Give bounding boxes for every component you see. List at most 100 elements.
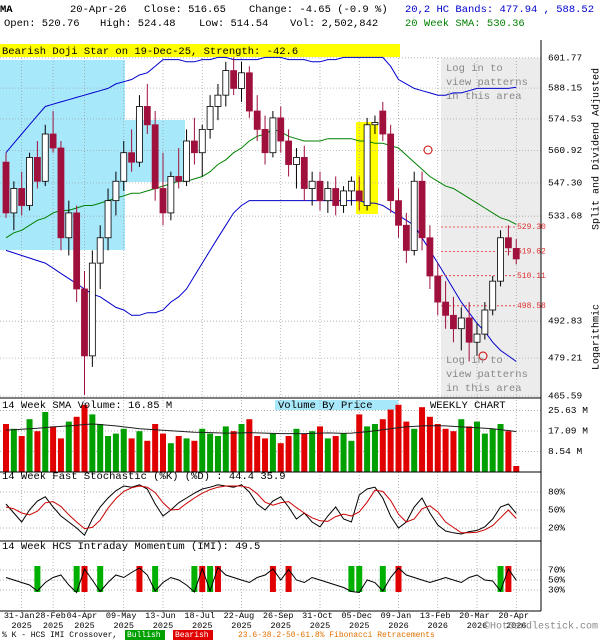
volume-bar xyxy=(356,414,363,472)
volume-bar xyxy=(42,412,49,472)
candle-body xyxy=(190,140,198,154)
volume-bar xyxy=(246,419,253,472)
symbol: MA xyxy=(0,4,13,16)
candle-body xyxy=(293,157,300,165)
volume-bar xyxy=(277,443,284,472)
candle-body xyxy=(112,180,120,202)
candle-body xyxy=(457,317,465,330)
volume-bar xyxy=(254,436,261,472)
candle-body xyxy=(347,180,355,192)
volume-bar xyxy=(120,428,127,472)
y-tick-label: 20% xyxy=(548,523,565,534)
pattern-banner xyxy=(0,44,400,57)
volume-bar xyxy=(144,440,151,472)
fib-label: 498.58 xyxy=(517,302,546,311)
x-tick-label: 09-Jan 2026 xyxy=(381,611,417,631)
y-tick-label: 80% xyxy=(548,487,565,498)
candle-body xyxy=(57,147,65,239)
candle-body xyxy=(167,176,175,214)
candle-body xyxy=(151,124,159,189)
candle-body xyxy=(175,176,183,182)
volume-bar xyxy=(340,433,347,472)
volume-bar xyxy=(371,424,378,472)
x-tick-label: 31-Oct 2025 xyxy=(302,611,338,631)
candle-body xyxy=(395,200,402,226)
candle-body xyxy=(285,140,293,165)
volume-bar xyxy=(65,421,72,472)
x-tick-label: 28-Feb 2025 xyxy=(35,611,71,631)
volume-bar xyxy=(26,419,33,472)
candle-body xyxy=(88,262,96,357)
imi-signal xyxy=(34,566,41,592)
candle-body xyxy=(198,128,206,154)
indicator-line xyxy=(5,128,517,239)
x-tick-label: 13-Jun 2025 xyxy=(145,611,181,631)
volume-bar xyxy=(160,433,166,472)
x-tick-label: 20-Apr 2026 xyxy=(498,611,534,631)
candle-body xyxy=(261,128,269,154)
candle-body xyxy=(253,110,261,130)
candle-body xyxy=(222,70,230,96)
volume-bar xyxy=(419,407,426,472)
imi-signal xyxy=(269,566,276,592)
high: High: 524.48 xyxy=(100,18,176,30)
volume-bar xyxy=(128,438,135,472)
footer-text: % K - HCS IMI Crossover, xyxy=(2,631,117,640)
candle-body xyxy=(10,188,18,214)
bullish: Bullish xyxy=(127,631,161,640)
volume-bar xyxy=(458,419,465,472)
candle-body xyxy=(300,157,308,189)
volume-bar xyxy=(426,416,433,472)
volume-bar xyxy=(293,428,300,472)
y-tick-label: 8.54 M xyxy=(548,446,583,457)
adjusted-note: Split and Dividend Adjusted xyxy=(591,68,600,230)
close: Close: 516.65 xyxy=(144,4,226,16)
candle-body xyxy=(206,106,214,130)
login-line: Log in to xyxy=(446,355,503,367)
candle-body xyxy=(434,275,442,303)
volume-bar xyxy=(309,431,316,472)
volume-bar xyxy=(269,433,276,472)
y-tick-label: 479.21 xyxy=(548,353,583,364)
candle-body xyxy=(465,317,473,343)
candle-body xyxy=(371,122,379,126)
candle-body xyxy=(504,237,512,249)
volume-bar xyxy=(3,424,9,472)
candle-body xyxy=(2,161,10,214)
volume-bar xyxy=(175,436,182,472)
volume-bar xyxy=(167,443,174,472)
pattern-marker xyxy=(478,351,488,361)
imi-signal xyxy=(136,566,143,592)
pattern-text: Bearish Doji Star on 19-Dec-25, Strength… xyxy=(2,46,298,58)
volume-annotation: Volume By Price xyxy=(278,400,373,412)
y-tick-label: 601.77 xyxy=(548,52,582,63)
volume-bar xyxy=(152,424,159,472)
volume-bar xyxy=(112,433,119,472)
x-tick-label: 04-Apr 2025 xyxy=(67,611,103,631)
candle-body xyxy=(183,140,190,182)
volume-bar xyxy=(497,424,504,472)
login-note: Log in to view patterns in this area Log… xyxy=(446,63,528,395)
volume-bar xyxy=(434,424,441,472)
imi-signal xyxy=(497,566,504,592)
volume-bar xyxy=(301,433,308,472)
fib-label: 519.62 xyxy=(517,247,546,256)
volume-bar xyxy=(238,424,245,472)
volume-bar xyxy=(450,431,457,472)
candle-body xyxy=(73,212,81,290)
volume-bar xyxy=(489,428,496,472)
login-line: view patterns xyxy=(446,77,528,89)
candle-body xyxy=(316,180,324,202)
copyright: ©HotCandlestick.com xyxy=(484,621,598,633)
volume-bar xyxy=(262,438,269,472)
candle-body xyxy=(96,237,104,264)
imi-signal xyxy=(152,566,159,592)
y-tick-label: 574.53 xyxy=(548,113,583,124)
volume-bar xyxy=(199,428,206,472)
y-tick-label: 533.68 xyxy=(548,211,583,222)
date: 20-Apr-26 xyxy=(70,4,127,16)
indicator-line xyxy=(5,56,517,154)
volume-bar xyxy=(207,433,214,472)
login-line: in this area xyxy=(446,383,522,395)
